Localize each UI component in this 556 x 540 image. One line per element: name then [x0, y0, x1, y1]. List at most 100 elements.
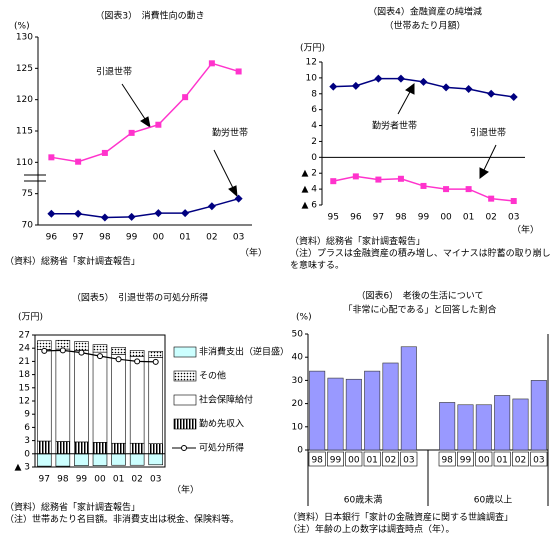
category-box [457, 451, 474, 467]
annotation: 引退世帯 [96, 66, 132, 78]
y-tick-label: 0 [311, 153, 317, 163]
marker [330, 178, 337, 185]
bar [364, 370, 381, 451]
x-tick-label: 00 [94, 475, 106, 485]
legend-label: 社会保障給付 [199, 394, 253, 406]
bar-segment [37, 349, 52, 442]
annotation: 勤労者世帯 [372, 120, 417, 132]
bar [457, 404, 474, 451]
category-box [308, 451, 326, 467]
marker [419, 77, 428, 86]
bar-segment [111, 354, 126, 444]
y-tick-label: 12 [19, 397, 30, 407]
x-tick-label: 96 [46, 233, 58, 243]
x-tick-label: 02 [485, 213, 496, 223]
y-axis-label: (%) [14, 22, 30, 32]
marker [100, 213, 109, 222]
x-tick-label: 00 [153, 233, 165, 243]
bar [494, 395, 511, 451]
marker [352, 173, 359, 180]
marker [465, 186, 472, 193]
y-tick-label: 30 [292, 376, 304, 386]
legend-swatch [181, 445, 187, 451]
marker [208, 60, 215, 67]
x-tick-label: 97 [373, 213, 384, 223]
arrow [397, 89, 412, 115]
category-box [530, 451, 548, 467]
marker [329, 82, 338, 91]
bar-segment [129, 356, 145, 444]
chart-title: （図表3） 消費性向の動き [95, 10, 204, 22]
x-tick-label: 03 [233, 233, 244, 243]
y-tick-label: 10 [306, 73, 318, 83]
arrows [121, 83, 497, 198]
marker [48, 154, 55, 161]
x-tick-label: 98 [99, 233, 111, 243]
bar-segment [111, 453, 126, 466]
x-tick-label: 99 [330, 456, 342, 466]
marker [510, 198, 517, 205]
marker [115, 356, 122, 363]
x-axis-label: （年） [172, 484, 199, 496]
y-tick-label: 27 [19, 331, 30, 341]
x-tick-label: 96 [350, 213, 362, 223]
bar-segment [74, 350, 89, 443]
category-box [512, 451, 529, 467]
marker [396, 74, 405, 83]
x-tick-label: 97 [72, 233, 83, 243]
marker [181, 209, 190, 218]
bar [400, 346, 417, 451]
marker [101, 149, 108, 156]
y-tick-label: ▲ 6 [301, 201, 317, 211]
bar-segment [111, 442, 126, 455]
series-line [51, 197, 239, 219]
x-tick-label: 02 [515, 456, 526, 466]
marker [374, 74, 383, 83]
bar [345, 378, 362, 451]
note: （注）年齢の上の数字は調査時点（年）。 [288, 525, 455, 535]
x-tick-label: 98 [57, 475, 69, 485]
legend-label: 勤め先収入 [199, 418, 244, 430]
marker [464, 85, 473, 94]
arrow-head [140, 116, 151, 129]
x-tick-label: 00 [348, 456, 360, 466]
category-box [475, 451, 493, 467]
annotation: 勤労世帯 [212, 127, 248, 139]
y-tick-label: 21 [19, 357, 30, 367]
y-tick-label: 3 [24, 436, 30, 446]
marker [127, 212, 136, 221]
marker [375, 176, 382, 183]
y-tick-label: 10 [292, 422, 304, 432]
legend-label: 可処分所得 [199, 442, 244, 454]
y-axis-label: (%) [296, 313, 312, 323]
note: （注）プラスは金融資産の積み増し、マイナスは貯蓄の取り崩しを意味する。 [290, 249, 551, 271]
chart-title: （図表5） 引退世帯の可処分所得 [72, 292, 208, 304]
x-axis-label: （年） [240, 247, 267, 259]
x-tick-label: 03 [150, 475, 161, 485]
bar-segment [111, 347, 126, 355]
y-tick-label: 40 [292, 353, 304, 363]
bar [530, 380, 547, 451]
x-tick-label: 03 [508, 213, 519, 223]
y-axis-label: (万円) [18, 312, 43, 323]
marker [134, 358, 141, 365]
category-box [363, 451, 381, 467]
marker [235, 68, 242, 75]
x-axis-label: （年） [512, 224, 539, 236]
y-tick-label: 24 [19, 344, 31, 354]
marker [78, 349, 85, 356]
x-tick-label: 99 [126, 233, 138, 243]
x-tick-label: 01 [179, 233, 190, 243]
bar-segment [55, 348, 71, 442]
marker [420, 182, 427, 189]
marker [207, 202, 216, 211]
y-tick-label: 4 [311, 121, 317, 131]
note: （資料）総務省「家計調査報告」 [5, 503, 141, 513]
bar-segment [92, 453, 108, 466]
y-tick-label: 0 [24, 449, 30, 459]
arrow-head [479, 167, 489, 179]
legend-swatch [173, 418, 197, 430]
y-tick-label: 6 [311, 105, 317, 115]
bar-segment [74, 453, 89, 466]
